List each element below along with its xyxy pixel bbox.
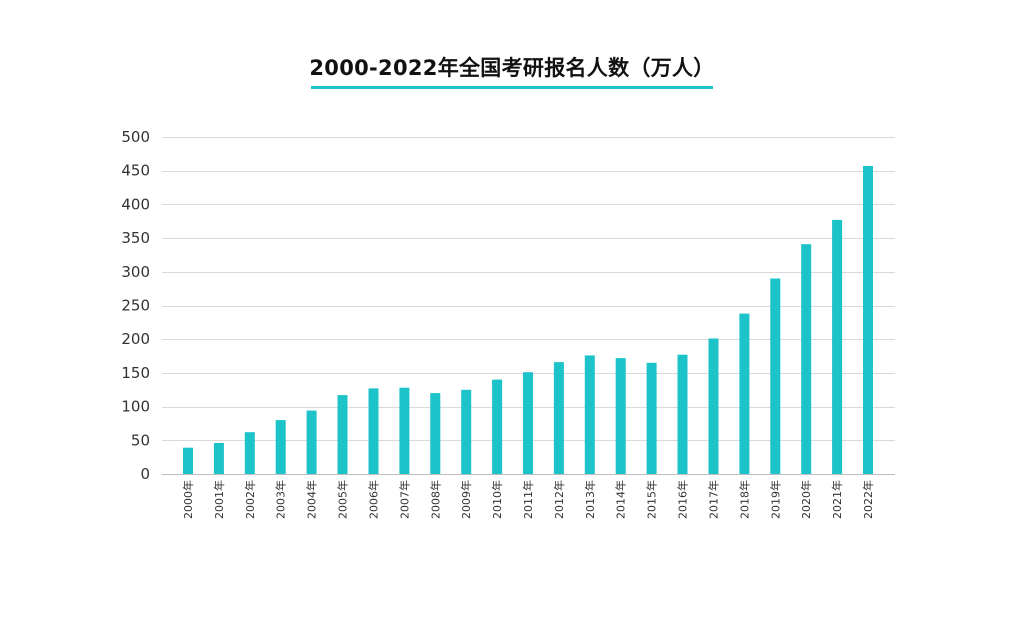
x-tick-label: 2009年 [459,480,473,519]
y-tick-label: 350 [121,229,150,247]
y-tick-label: 100 [121,398,150,416]
bar [337,395,348,474]
y-tick-label: 300 [121,263,150,281]
x-tick-label: 2008年 [428,480,442,519]
bar [244,432,255,474]
x-tick-label: 2001年 [212,480,226,519]
bar [615,358,626,474]
x-tick-label: 2019年 [768,480,782,519]
x-tick-label: 2018年 [737,480,751,519]
x-tick-label: 2011年 [521,480,535,519]
bar [275,420,286,474]
bar [801,244,812,474]
bar [832,219,843,474]
x-tick-label: 2000年 [181,480,195,519]
chart-title: 2000-2022年全国考研报名人数（万人） [309,56,715,80]
bar [183,447,193,474]
x-tick-label: 2017年 [707,480,721,519]
x-axis-ticks: 2000年 2001年 2002年 2003年 2004年 2005年 2006年 2007年… [181,480,875,519]
bar [646,362,657,474]
bar [708,338,719,474]
y-tick-label: 250 [121,297,150,315]
x-tick-label: 2006年 [367,480,381,519]
x-tick-label: 2016年 [676,480,690,519]
x-tick-label: 2004年 [305,480,319,519]
y-tick-label: 50 [131,431,150,449]
x-tick-label: 2022年 [861,480,875,519]
bars [183,166,873,475]
x-tick-label: 2003年 [274,480,288,519]
y-tick-label: 400 [121,195,150,213]
title-underline [311,86,713,89]
x-tick-label: 2012年 [552,480,566,519]
x-tick-label: 2005年 [336,480,350,519]
x-tick-label: 2013年 [583,480,597,519]
bar [553,362,564,474]
y-tick-label: 150 [121,364,150,382]
x-tick-label: 2015年 [645,480,659,519]
y-tick-label: 200 [121,330,150,348]
x-tick-label: 2014年 [614,480,628,519]
y-axis-ticks: 0 50 100 150 200 250 300 350 400 450 500 [121,128,150,483]
bar [306,410,317,474]
y-tick-label: 500 [121,128,150,146]
x-tick-label: 2010年 [490,480,504,519]
bar [368,388,379,474]
x-tick-label: 2021年 [830,480,844,519]
y-tick-label: 0 [140,465,150,483]
bar [739,313,750,474]
bar [461,389,472,475]
y-tick-label: 450 [121,162,150,180]
bar [430,393,441,474]
bar [584,355,595,474]
bar [677,354,688,474]
bar [770,278,781,474]
bar [523,372,533,474]
x-tick-label: 2002年 [243,480,257,519]
x-tick-label: 2020年 [799,480,813,519]
bar [492,379,503,474]
bar [399,387,410,474]
bar [863,166,873,474]
bar [213,443,224,474]
x-tick-label: 2007年 [397,480,411,519]
